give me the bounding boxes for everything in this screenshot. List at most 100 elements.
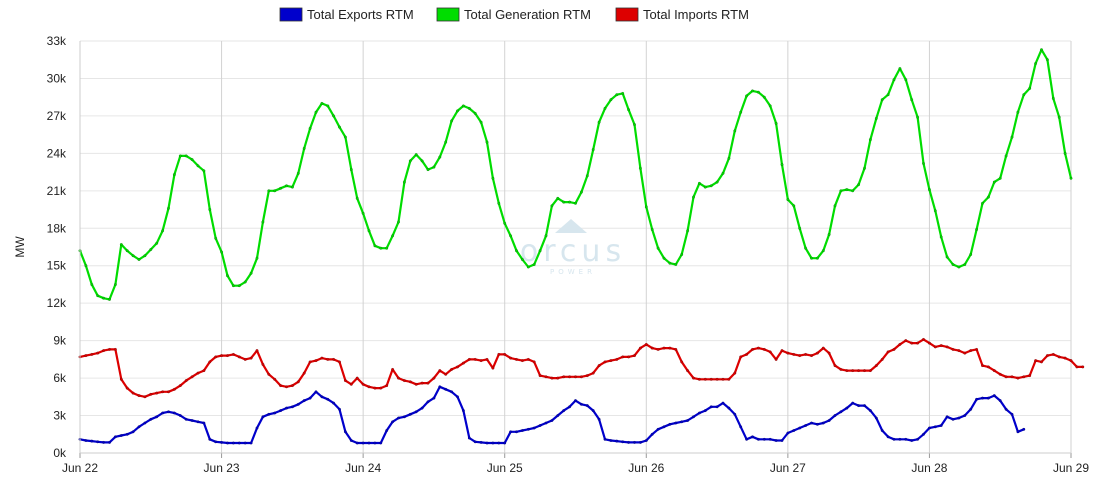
data-point (845, 406, 849, 410)
data-point (503, 221, 507, 225)
data-point (638, 166, 642, 170)
data-point (550, 418, 554, 423)
data-point (721, 377, 725, 381)
data-point (615, 357, 619, 361)
data-point (904, 339, 908, 343)
data-point (509, 430, 513, 434)
legend-label: Total Imports RTM (643, 7, 749, 22)
data-point (196, 371, 200, 375)
data-point (113, 347, 117, 351)
data-point (568, 200, 572, 204)
data-point (715, 377, 719, 381)
data-point (815, 422, 819, 426)
data-point (432, 376, 436, 380)
data-point (733, 412, 737, 416)
data-point (326, 104, 330, 108)
data-point (998, 372, 1002, 376)
data-point (756, 437, 760, 441)
data-point (986, 396, 990, 400)
data-point (379, 246, 383, 250)
data-point (90, 282, 94, 287)
data-point (992, 394, 996, 398)
data-point (750, 347, 755, 351)
data-point (1022, 93, 1026, 97)
data-point (733, 371, 737, 375)
data-point (833, 204, 837, 208)
data-point (969, 407, 973, 411)
data-point (1022, 375, 1026, 379)
data-point (898, 437, 902, 441)
data-point (892, 78, 896, 82)
data-point (939, 344, 943, 348)
data-point (632, 123, 637, 127)
data-point (491, 441, 495, 445)
data-point (1057, 115, 1061, 119)
data-point (279, 186, 283, 190)
data-point (874, 416, 878, 420)
data-point (821, 421, 825, 425)
data-point (178, 384, 182, 388)
data-point (727, 156, 731, 160)
x-tick-label: Jun 28 (911, 461, 947, 475)
data-point (585, 404, 589, 408)
data-point (585, 374, 589, 378)
data-point (166, 410, 171, 414)
data-point (243, 441, 247, 445)
data-point (503, 352, 507, 356)
data-point (526, 265, 530, 269)
data-point (367, 441, 371, 445)
data-point (980, 396, 985, 400)
data-point (426, 400, 430, 404)
data-point (627, 108, 631, 112)
data-point (650, 227, 654, 232)
data-point (774, 438, 778, 443)
y-tick-label: 12k (47, 296, 67, 310)
data-point (1034, 61, 1038, 66)
y-tick-label: 21k (47, 184, 67, 198)
legend-swatch (436, 7, 460, 22)
data-point (573, 201, 578, 205)
data-point (798, 226, 802, 230)
data-point (402, 415, 406, 419)
data-point (249, 441, 253, 445)
data-point (302, 371, 306, 375)
data-point (945, 345, 949, 349)
data-point (520, 359, 524, 363)
data-point (509, 234, 513, 238)
data-point (745, 437, 749, 441)
data-point (166, 206, 171, 210)
data-point (125, 249, 129, 253)
data-point (686, 229, 690, 233)
data-point (396, 376, 401, 380)
data-point (1057, 355, 1061, 359)
data-point (621, 91, 625, 95)
data-point (544, 234, 548, 238)
data-point (656, 427, 660, 431)
data-point (491, 176, 495, 180)
y-tick-label: 33k (47, 34, 67, 48)
x-tick-label: Jun 26 (628, 461, 664, 475)
data-point (532, 360, 536, 364)
data-point (426, 381, 430, 385)
data-point (579, 190, 583, 194)
x-tick-label: Jun 25 (487, 461, 523, 475)
data-point (497, 441, 501, 445)
data-point (933, 209, 937, 213)
data-point (862, 404, 867, 408)
data-point (591, 148, 595, 152)
data-point (804, 246, 808, 250)
data-point (933, 425, 937, 429)
data-point (579, 375, 583, 379)
data-point (662, 425, 666, 429)
data-point (544, 421, 548, 425)
data-point (821, 249, 825, 253)
data-point (296, 380, 300, 384)
data-point (815, 351, 819, 355)
data-point (892, 347, 896, 351)
data-point (461, 104, 465, 108)
data-point (438, 155, 442, 159)
data-point (957, 349, 961, 353)
data-point (980, 201, 985, 205)
data-point (550, 376, 554, 380)
data-point (809, 421, 814, 425)
